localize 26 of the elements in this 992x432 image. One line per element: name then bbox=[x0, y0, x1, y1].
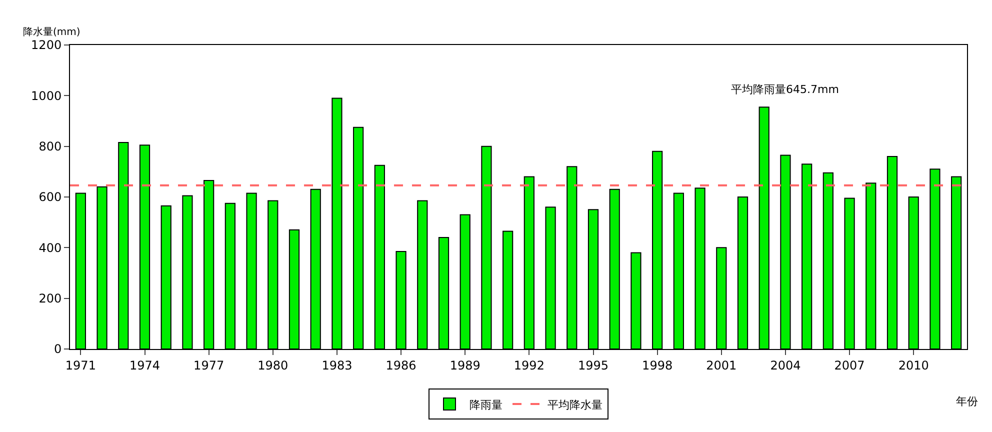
x-tick-label: 1974 bbox=[129, 358, 160, 372]
x-tick-label: 1998 bbox=[642, 358, 673, 372]
x-tick-label: 1989 bbox=[450, 358, 480, 372]
y-tick-label: 400 bbox=[38, 240, 62, 255]
x-tick-label: 2004 bbox=[770, 358, 801, 372]
x-tick-label: 1986 bbox=[386, 358, 416, 372]
x-axis-title: 年份 bbox=[956, 395, 978, 408]
annotation: 平均降雨量645.7mm bbox=[731, 83, 839, 96]
legend-label: 平均降水量 bbox=[548, 398, 602, 412]
x-tick-label: 1995 bbox=[578, 358, 609, 372]
y-tick-label: 800 bbox=[38, 140, 62, 154]
x-tick-label: 1977 bbox=[194, 358, 224, 372]
x-tick-label: 2007 bbox=[834, 358, 865, 372]
y-tick-label: 200 bbox=[38, 292, 62, 306]
x-tick-label: 1980 bbox=[258, 358, 288, 372]
y-axis-title: 降水量(mm) bbox=[23, 26, 80, 38]
x-tick-label: 2010 bbox=[898, 358, 929, 372]
y-tick-label: 600 bbox=[38, 190, 62, 204]
y-tick-label: 0 bbox=[54, 342, 62, 356]
x-tick-label: 2001 bbox=[706, 358, 737, 372]
legend-label: 降雨量 bbox=[470, 398, 502, 412]
x-tick-label: 1971 bbox=[65, 358, 96, 372]
y-tick-label: 1000 bbox=[31, 88, 62, 103]
x-tick-label: 1983 bbox=[322, 358, 352, 372]
y-tick-label: 1200 bbox=[31, 38, 62, 52]
x-tick-label: 1992 bbox=[514, 358, 544, 372]
